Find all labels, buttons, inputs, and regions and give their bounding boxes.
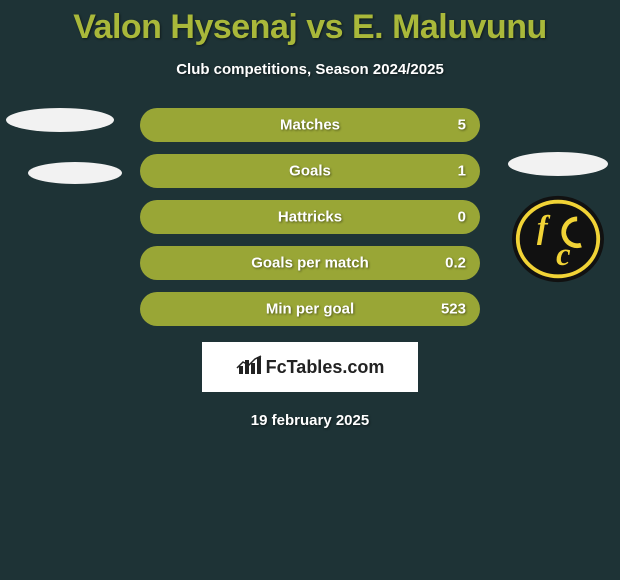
comparison-title: Valon Hysenaj vs E. Maluvunu bbox=[0, 0, 620, 47]
stat-value-right: 523 bbox=[441, 301, 466, 318]
stat-value-right: 5 bbox=[458, 117, 466, 134]
stat-label: Goals per match bbox=[251, 255, 369, 272]
stat-row-goals: Goals 1 bbox=[140, 154, 480, 188]
snapshot-date: 19 february 2025 bbox=[0, 412, 620, 429]
stat-label: Hattricks bbox=[278, 209, 342, 226]
stats-bars-icon bbox=[236, 354, 262, 381]
club-badge-icon: f c bbox=[510, 194, 606, 284]
stat-row-goals-per-match: Goals per match 0.2 bbox=[140, 246, 480, 280]
stat-label: Min per goal bbox=[266, 301, 354, 318]
stat-row-min-per-goal: Min per goal 523 bbox=[140, 292, 480, 326]
stats-container: f c Matches 5 Goals 1 Hattricks 0 Goals … bbox=[0, 108, 620, 326]
comparison-subtitle: Club competitions, Season 2024/2025 bbox=[0, 61, 620, 78]
branding-box[interactable]: FcTables.com bbox=[202, 342, 418, 392]
stat-row-hattricks: Hattricks 0 bbox=[140, 200, 480, 234]
ellipse-decor bbox=[28, 162, 122, 184]
stat-value-right: 1 bbox=[458, 163, 466, 180]
stat-value-right: 0 bbox=[458, 209, 466, 226]
ellipse-decor bbox=[6, 108, 114, 132]
branding-text: FcTables.com bbox=[266, 357, 385, 378]
stat-label: Matches bbox=[280, 117, 340, 134]
ellipse-decor bbox=[508, 152, 608, 176]
stat-label: Goals bbox=[289, 163, 331, 180]
stat-row-matches: Matches 5 bbox=[140, 108, 480, 142]
stat-value-right: 0.2 bbox=[445, 255, 466, 272]
